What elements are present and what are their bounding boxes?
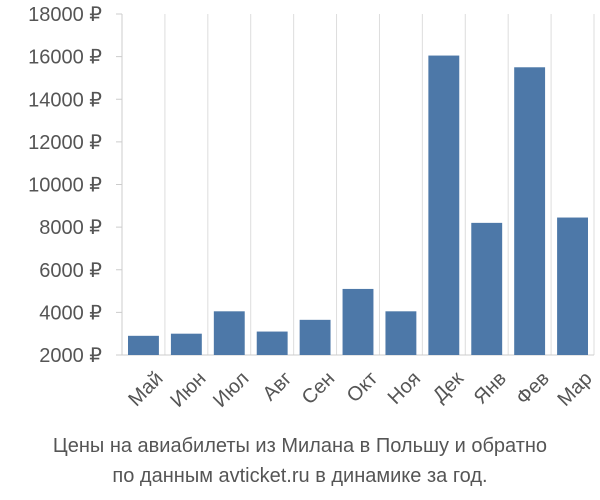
x-tick-label: Май: [124, 368, 167, 411]
y-tick-label: 6000 ₽: [39, 260, 102, 282]
x-tick-label: Сен: [298, 368, 339, 409]
y-axis-ticks: 2000 ₽ 4000 ₽ 6000 ₽ 8000 ₽ 10000 ₽ 12000 ₽ 14…: [28, 4, 122, 367]
grid-lines: [164, 14, 595, 355]
x-tick-label: Ноя: [384, 368, 425, 409]
y-tick-label: 16000 ₽: [28, 47, 102, 69]
chart-caption-line-2: по данным avticket.ru в динамике за год.: [112, 465, 488, 487]
bar: [471, 222, 503, 355]
y-tick-label: 8000 ₽: [39, 217, 102, 239]
bar-chart: 2000 ₽ 4000 ₽ 6000 ₽ 8000 ₽ 10000 ₽ 12000 ₽ 14…: [28, 4, 597, 412]
x-tick-label: Мар: [553, 368, 596, 411]
bar: [256, 331, 288, 355]
bar: [557, 217, 588, 355]
bar: [170, 333, 202, 355]
x-tick-label: Дек: [429, 367, 468, 406]
y-tick-label: 14000 ₽: [28, 89, 102, 111]
x-tick-label: Июн: [166, 368, 210, 412]
x-tick-label: Окт: [343, 368, 382, 407]
y-tick-label: 4000 ₽: [39, 302, 102, 324]
y-tick-label: 10000 ₽: [28, 175, 102, 197]
y-tick-label: 18000 ₽: [28, 4, 102, 26]
bar: [385, 311, 417, 355]
bar: [213, 311, 245, 355]
x-tick-label: Авг: [259, 368, 297, 406]
chart-caption-line-1: Цены на авиабилеты из Милана в Польшу и …: [52, 435, 548, 457]
x-tick-label: Янв: [470, 368, 511, 409]
y-tick-label: 12000 ₽: [28, 132, 102, 154]
bars: [128, 55, 588, 355]
bar: [299, 319, 331, 355]
y-tick-label: 2000 ₽: [39, 345, 102, 367]
bar: [428, 55, 460, 355]
bar: [128, 335, 159, 355]
bar: [514, 67, 546, 355]
x-tick-label: Фев: [512, 368, 554, 410]
bar: [342, 288, 374, 355]
x-tick-label: Июл: [209, 368, 253, 412]
